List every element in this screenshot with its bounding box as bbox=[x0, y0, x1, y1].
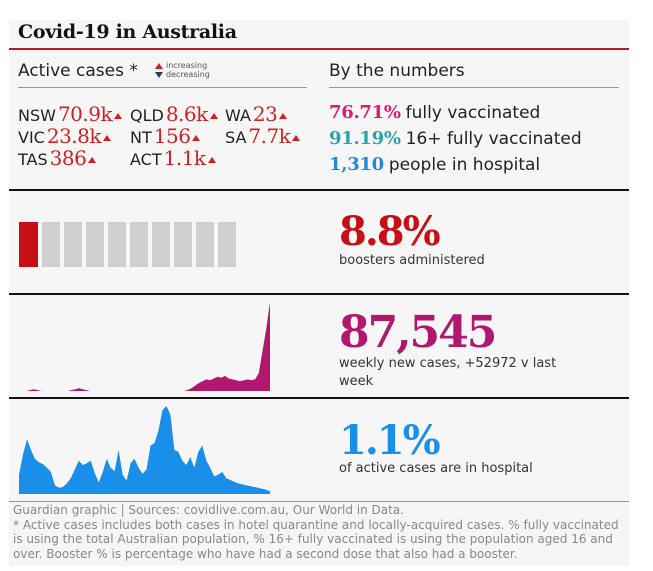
state-sa: SA 7.7k bbox=[225, 124, 301, 148]
footer-source: Guardian graphic | Sources: covidlive.co… bbox=[13, 503, 404, 517]
state-abbr: SA bbox=[225, 128, 247, 147]
booster-block-empty bbox=[218, 222, 236, 267]
decreasing-triangle-icon bbox=[155, 71, 163, 78]
state-abbr: VIC bbox=[18, 128, 45, 147]
state-active-cases: 23 bbox=[252, 102, 278, 126]
stat-16plus-vaccinated: 91.19% 16+ fully vaccinated bbox=[329, 128, 582, 149]
booster-block-empty bbox=[86, 222, 104, 267]
state-active-cases: 1.1k bbox=[163, 146, 206, 170]
by-the-numbers-divider bbox=[329, 87, 619, 88]
stat-number: 1,310 bbox=[329, 154, 384, 175]
increasing-triangle-icon bbox=[209, 113, 218, 119]
stat-fully-vaccinated: 76.71% fully vaccinated bbox=[329, 102, 540, 123]
state-active-cases: 70.9k bbox=[57, 102, 113, 126]
stat-number: 76.71% bbox=[329, 102, 401, 123]
covid-infographic: Covid-19 in Australia Active cases * inc… bbox=[9, 20, 629, 566]
legend-increasing: increasing bbox=[166, 61, 208, 70]
state-abbr: NT bbox=[130, 128, 152, 147]
legend-decreasing: decreasing bbox=[166, 70, 210, 79]
stat-in-hospital: 1,310 people in hospital bbox=[329, 154, 540, 175]
increasing-triangle-icon bbox=[114, 113, 123, 119]
booster-block-empty bbox=[130, 222, 148, 267]
increasing-triangle-icon bbox=[88, 157, 97, 163]
hospital-percentage: 1.1% bbox=[339, 417, 441, 464]
title-divider bbox=[9, 48, 629, 50]
footer-notes: Guardian graphic | Sources: covidlive.co… bbox=[13, 503, 625, 561]
state-active-cases: 7.7k bbox=[248, 124, 291, 148]
weekly-cases-area bbox=[19, 302, 270, 391]
increasing-triangle-icon bbox=[207, 157, 216, 163]
stat-number: 91.19% bbox=[329, 128, 401, 149]
state-active-cases: 156 bbox=[153, 124, 191, 148]
hospital-area bbox=[19, 406, 270, 494]
state-act: ACT 1.1k bbox=[130, 146, 216, 170]
section-divider bbox=[9, 293, 629, 295]
active-cases-heading: Active cases * bbox=[18, 61, 138, 81]
booster-block-empty bbox=[64, 222, 82, 267]
booster-block-filled bbox=[19, 222, 38, 267]
active-cases-divider bbox=[18, 87, 307, 88]
booster-block-empty bbox=[152, 222, 170, 267]
stat-label: people in hospital bbox=[388, 155, 541, 175]
state-abbr: TAS bbox=[18, 150, 48, 169]
state-wa: WA 23 bbox=[225, 102, 288, 126]
booster-block-empty bbox=[108, 222, 126, 267]
state-tas: TAS 386 bbox=[18, 146, 97, 170]
footer-divider bbox=[9, 501, 629, 502]
state-qld: QLD 8.6k bbox=[130, 102, 218, 126]
state-abbr: NSW bbox=[18, 106, 56, 125]
stat-label: fully vaccinated bbox=[405, 103, 541, 123]
page-title: Covid-19 in Australia bbox=[18, 21, 237, 43]
hospital-label: of active cases are in hospital bbox=[339, 461, 533, 476]
state-abbr: WA bbox=[225, 106, 251, 125]
state-active-cases: 386 bbox=[49, 146, 87, 170]
increasing-triangle-icon bbox=[155, 62, 163, 69]
state-active-cases: 23.8k bbox=[46, 124, 102, 148]
booster-block-empty bbox=[174, 222, 192, 267]
state-abbr: QLD bbox=[130, 106, 164, 125]
state-nsw: NSW 70.9k bbox=[18, 102, 123, 126]
state-abbr: ACT bbox=[130, 150, 162, 169]
booster-percentage: 8.8% bbox=[339, 208, 441, 255]
booster-block-empty bbox=[196, 222, 214, 267]
section-divider bbox=[9, 189, 629, 191]
weekly-cases-label: weekly new cases, +52972 v last week bbox=[339, 356, 557, 389]
state-nt: NT 156 bbox=[130, 124, 201, 148]
booster-progress-blocks bbox=[19, 222, 236, 267]
state-active-cases: 8.6k bbox=[165, 102, 208, 126]
increasing-triangle-icon bbox=[192, 135, 201, 141]
increasing-triangle-icon bbox=[292, 135, 301, 141]
state-vic: VIC 23.8k bbox=[18, 124, 111, 148]
section-divider bbox=[9, 397, 629, 399]
increasing-triangle-icon bbox=[103, 135, 111, 141]
weekly-cases-number: 87,545 bbox=[339, 307, 497, 358]
increasing-triangle-icon bbox=[279, 113, 288, 119]
booster-block-empty bbox=[42, 222, 60, 267]
stat-label: 16+ fully vaccinated bbox=[405, 129, 582, 149]
trend-legend: increasing decreasing bbox=[155, 61, 210, 79]
by-the-numbers-heading: By the numbers bbox=[329, 61, 465, 81]
booster-label: boosters administered bbox=[339, 253, 485, 268]
weekly-cases-sparkline bbox=[19, 302, 270, 391]
footer-note: * Active cases includes both cases in ho… bbox=[13, 517, 619, 561]
hospital-sparkline bbox=[19, 406, 270, 494]
